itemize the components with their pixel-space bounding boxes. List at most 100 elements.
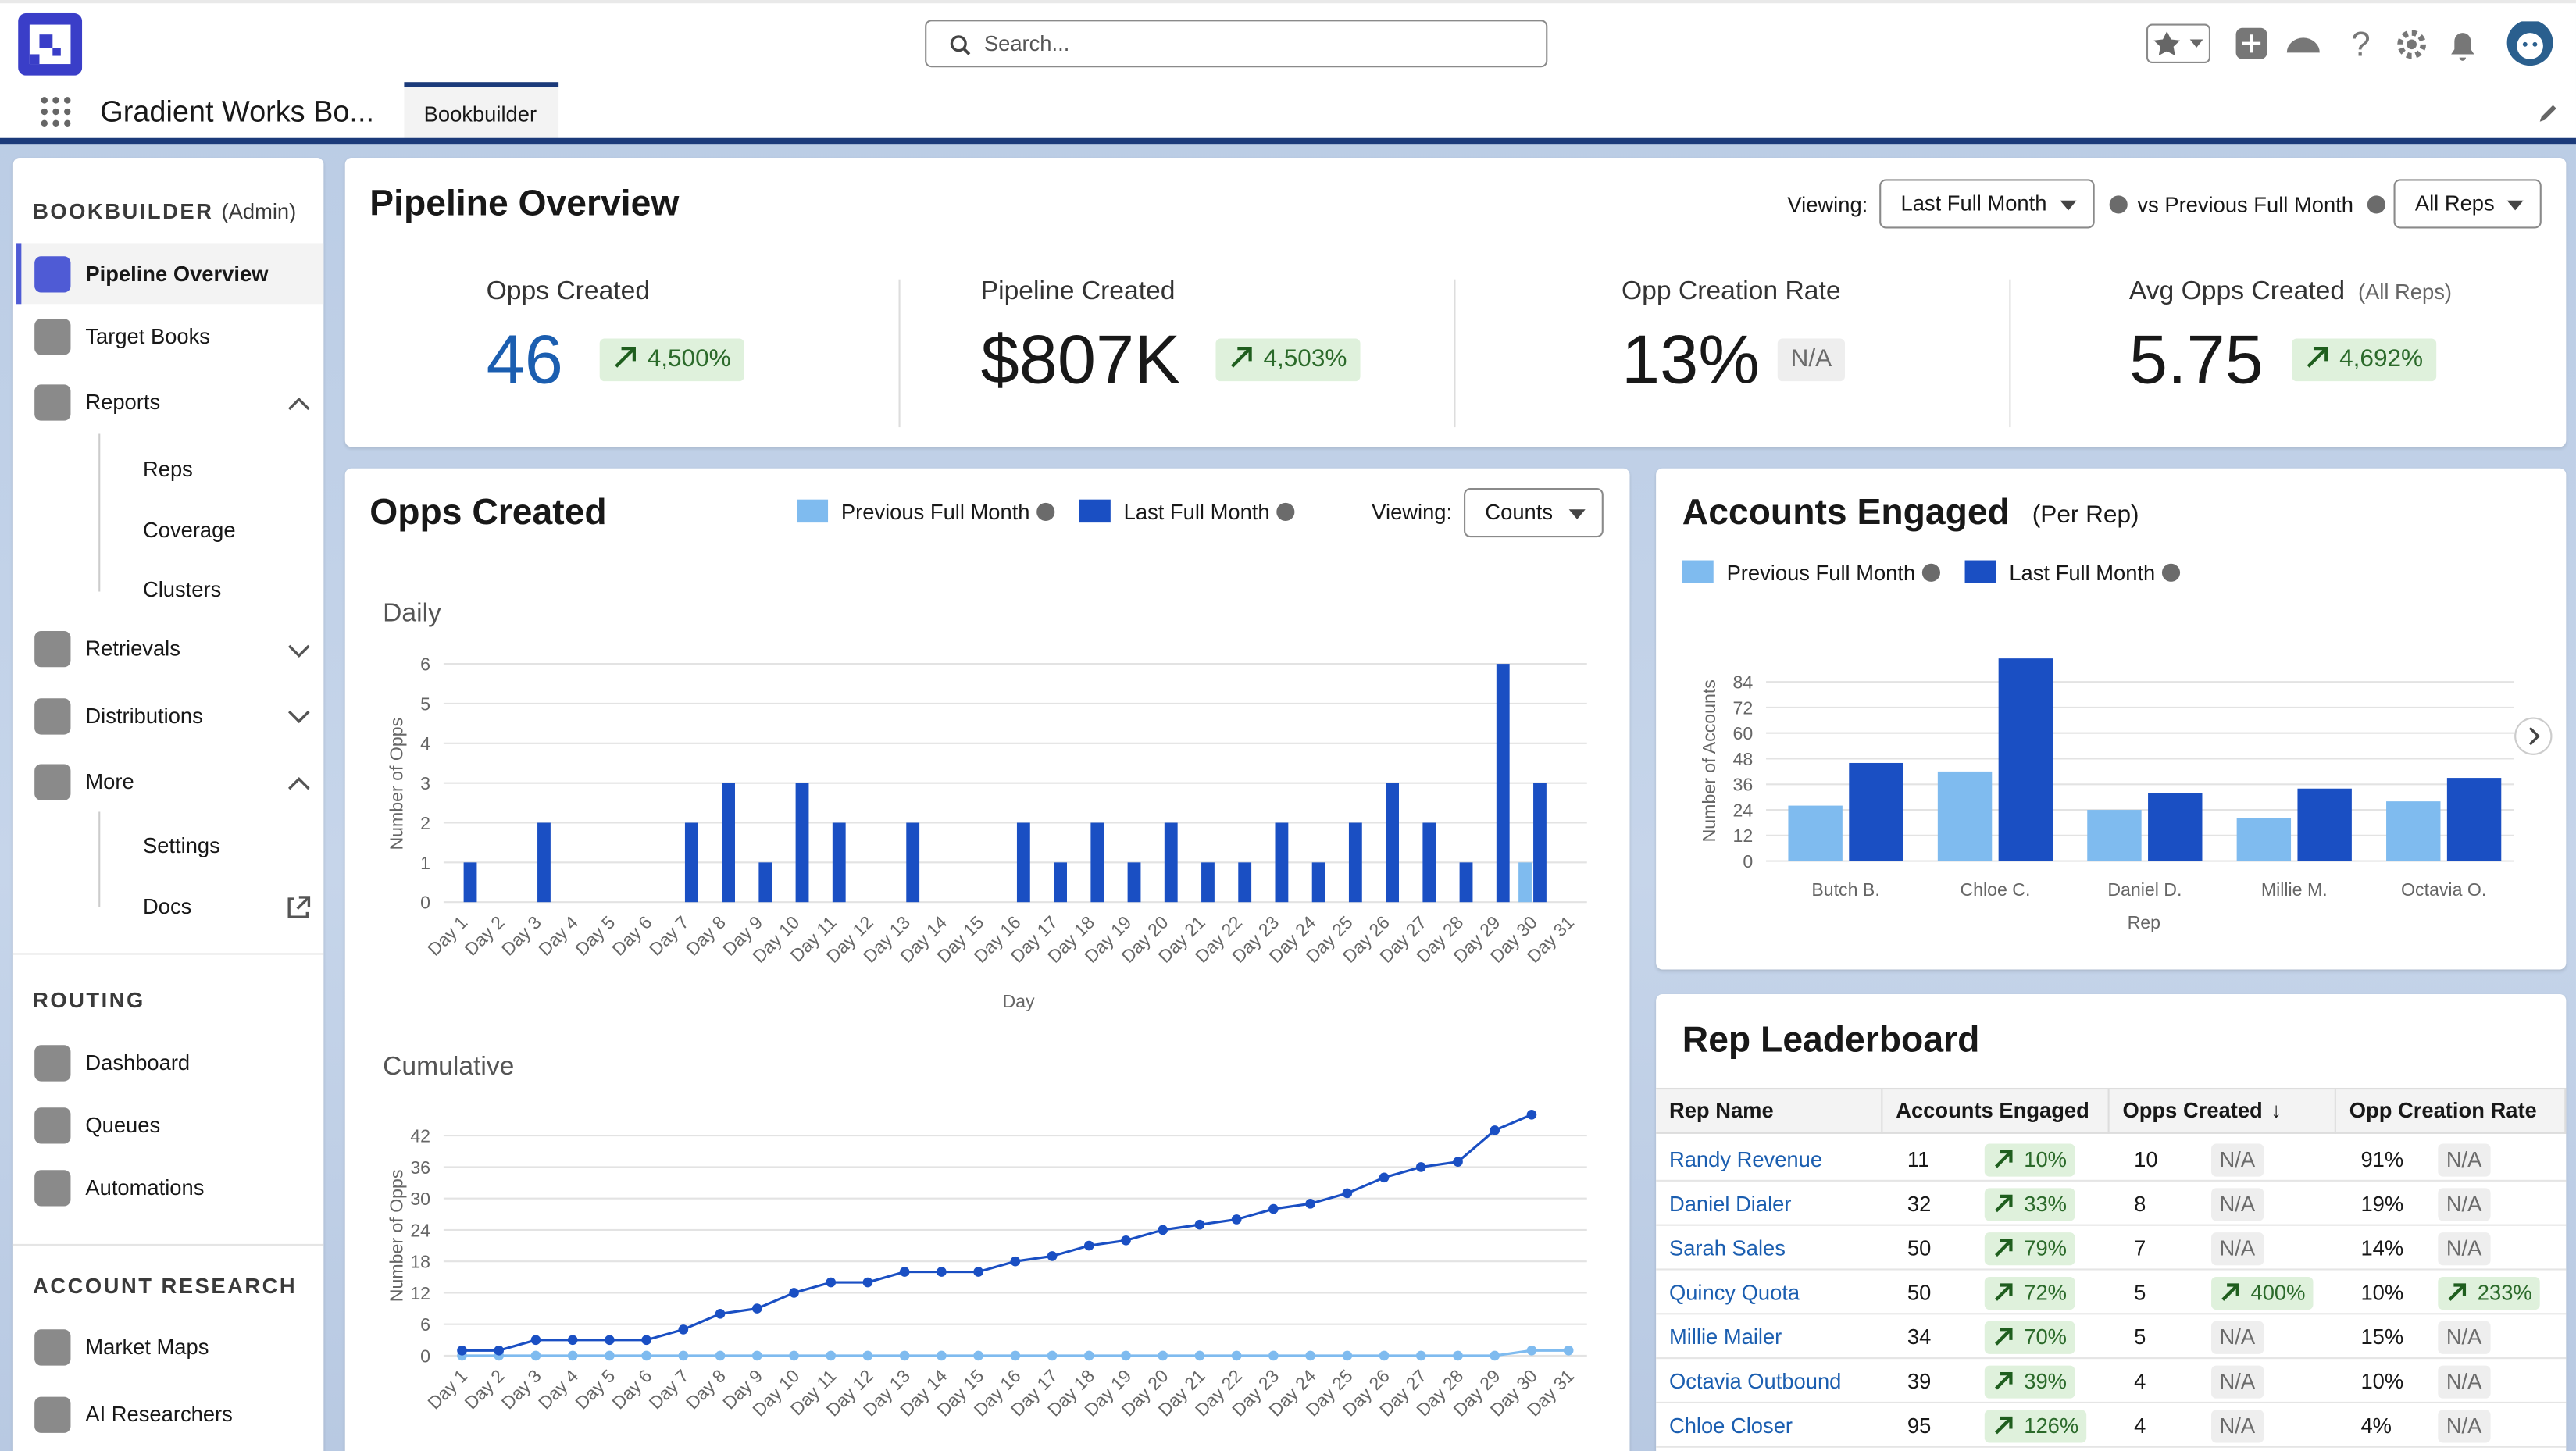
rep-name[interactable]: Daniel Dialer	[1668, 1191, 1792, 1217]
rep-name[interactable]: Millie Mailer	[1668, 1324, 1782, 1349]
change-value: 79%	[2024, 1235, 2068, 1260]
up-arrow-icon	[1995, 1416, 2013, 1435]
divider	[12, 953, 324, 955]
change-value: 233%	[2477, 1280, 2532, 1305]
section-title: ROUTING	[33, 987, 145, 1013]
up-arrow-icon	[2221, 1283, 2239, 1301]
nav-item[interactable]: More	[85, 768, 134, 794]
legend-label: Previous Full Month	[1726, 560, 1916, 586]
info-icon[interactable]	[2161, 563, 2180, 582]
up-arrow-icon	[1995, 1328, 2013, 1346]
table-value: 39	[1907, 1368, 1932, 1394]
nav-item[interactable]: Clusters	[142, 576, 222, 602]
column-header-text: Accounts Engaged	[1896, 1097, 2089, 1123]
change-value: N/A	[2219, 1324, 2256, 1349]
nav-item[interactable]: Reports	[85, 389, 161, 415]
change-value: N/A	[2446, 1235, 2482, 1260]
change-badge: N/A	[1777, 338, 1846, 382]
change-badge: N/A	[2211, 1365, 2264, 1399]
change-value: 400%	[2250, 1280, 2306, 1305]
table-value: 14%	[2360, 1235, 2404, 1260]
overview-title: Pipeline Overview	[369, 182, 680, 224]
column-header[interactable]: Opps Created ↓	[2110, 1087, 2336, 1134]
change-badge: N/A	[2438, 1232, 2490, 1266]
column-header[interactable]: Accounts Engaged	[1882, 1087, 2110, 1134]
nav-icon	[34, 384, 71, 421]
nav-item[interactable]: Settings	[142, 832, 220, 858]
kpi-label-text: Avg Opps Created	[2128, 277, 2346, 306]
app-logo[interactable]	[18, 12, 83, 76]
table-value: 7	[2134, 1235, 2146, 1260]
app-launcher[interactable]	[39, 95, 72, 128]
up-arrow-icon	[2307, 346, 2328, 368]
edit-nav[interactable]	[2536, 102, 2559, 124]
change-badge: 72%	[1984, 1276, 2075, 1310]
period-dropdown[interactable]: Last Full Month	[1879, 179, 2095, 229]
row-border	[1656, 1313, 2567, 1315]
row-border	[1656, 1446, 2567, 1448]
nav-item[interactable]: Queues	[85, 1112, 161, 1138]
card-title: Opps Created	[369, 491, 607, 533]
card-subtitle: (Per Rep)	[2032, 501, 2139, 529]
table-value: 19%	[2360, 1191, 2404, 1217]
kpi-divider	[2009, 279, 2011, 428]
nav-item[interactable]: Market Maps	[85, 1334, 209, 1360]
tab[interactable]: Bookbuilder	[404, 82, 559, 141]
info-icon[interactable]	[2109, 195, 2128, 214]
trailhead-button[interactable]	[2286, 37, 2320, 53]
nav-item[interactable]: Distributions	[85, 703, 203, 729]
reps-dropdown[interactable]: All Reps	[2393, 179, 2542, 229]
nav-item[interactable]: Pipeline Overview	[85, 261, 269, 287]
rep-name[interactable]: Quincy Quota	[1668, 1280, 1800, 1305]
kpi-note: (All Reps)	[2357, 279, 2453, 305]
change-badge: 4,500%	[599, 338, 744, 382]
nav-item[interactable]: AI Researchers	[85, 1401, 233, 1427]
change-badge: 4,692%	[2292, 338, 2436, 382]
help-button[interactable]: ?	[2351, 26, 2371, 64]
change-value: 4,500%	[647, 344, 731, 373]
rep-name[interactable]: Randy Revenue	[1668, 1146, 1823, 1172]
info-icon[interactable]	[1036, 502, 1055, 522]
column-header[interactable]: Opp Creation Rate	[2336, 1087, 2567, 1134]
nav-icon	[34, 256, 71, 293]
nav-item[interactable]: Retrievals	[85, 636, 180, 661]
search-box[interactable]: Search...	[925, 20, 1548, 68]
nav-icon	[34, 1329, 71, 1366]
nav-item[interactable]: Automations	[85, 1175, 205, 1200]
info-icon[interactable]	[2366, 195, 2385, 214]
change-value: N/A	[1790, 344, 1832, 373]
nav-item[interactable]: Docs	[142, 893, 192, 919]
rep-name[interactable]: Octavia Outbound	[1668, 1368, 1842, 1394]
notifications-button[interactable]	[2451, 33, 2474, 61]
favorites-button[interactable]	[2146, 23, 2210, 64]
rep-name[interactable]: Chloe Closer	[1668, 1413, 1793, 1439]
change-badge: N/A	[2438, 1410, 2490, 1443]
nav-item[interactable]: Coverage	[142, 517, 236, 543]
nav-item[interactable]: Dashboard	[85, 1050, 191, 1075]
opps-created-card	[344, 468, 1630, 1451]
legend-label: Previous Full Month	[840, 499, 1030, 525]
sidebar	[12, 158, 324, 1451]
change-value: N/A	[2446, 1368, 2482, 1394]
table-value: 32	[1907, 1191, 1932, 1217]
rep-name[interactable]: Sarah Sales	[1668, 1235, 1786, 1260]
table-value: 11	[1907, 1146, 1930, 1172]
nav-section-title: BOOKBUILDER (Admin)	[33, 199, 296, 224]
column-header[interactable]: Rep Name	[1656, 1087, 1883, 1134]
change-badge: N/A	[2438, 1365, 2490, 1399]
viewing-dropdown[interactable]: Counts	[1464, 487, 1604, 538]
settings-button[interactable]	[2397, 30, 2427, 59]
info-icon[interactable]	[1921, 563, 1940, 582]
change-value: 10%	[2024, 1146, 2068, 1172]
kpi-value: $807K	[980, 320, 1181, 398]
nav-icon	[34, 631, 71, 668]
up-arrow-icon	[1995, 1194, 2013, 1213]
kpi-divider	[898, 279, 901, 428]
nav-icon	[34, 1170, 71, 1207]
table-value: 95	[1907, 1413, 1932, 1439]
column-header-text: Rep Name	[1668, 1097, 1774, 1123]
info-icon[interactable]	[1276, 502, 1295, 522]
nav-item[interactable]: Target Books	[85, 323, 210, 349]
nav-item[interactable]: Reps	[142, 456, 193, 482]
